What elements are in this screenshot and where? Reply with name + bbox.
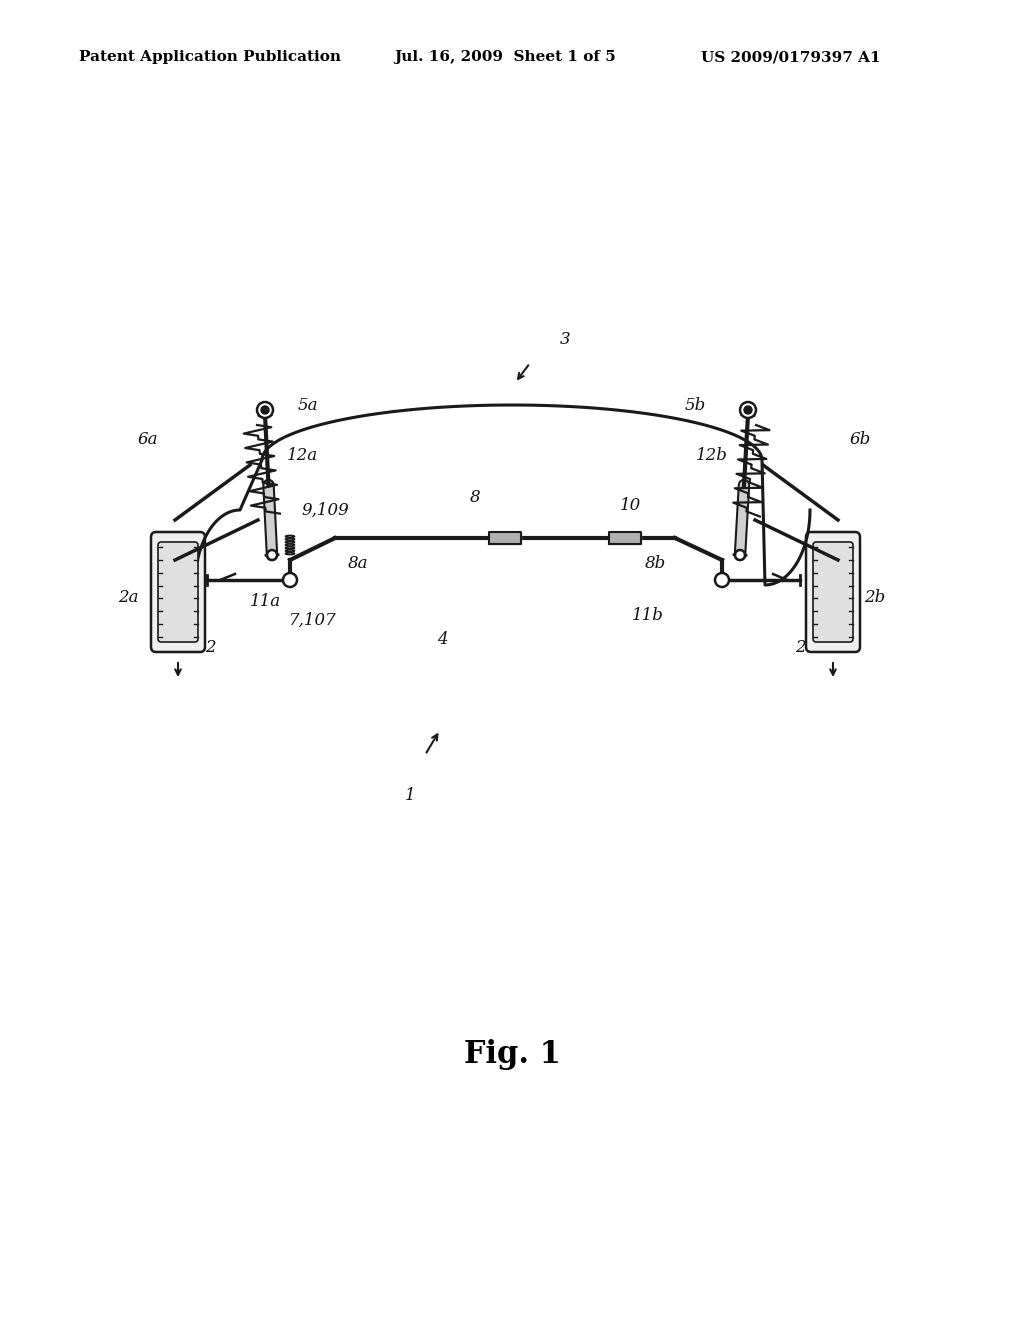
Text: 10: 10 [620, 498, 641, 515]
Ellipse shape [286, 546, 295, 549]
Circle shape [744, 407, 752, 414]
Circle shape [261, 407, 269, 414]
Text: 2: 2 [795, 639, 805, 656]
Text: 1: 1 [404, 787, 416, 804]
Text: 3: 3 [560, 331, 570, 348]
Text: 6a: 6a [138, 432, 159, 449]
Circle shape [283, 573, 297, 587]
Circle shape [740, 403, 756, 418]
Text: 2b: 2b [864, 590, 886, 606]
FancyBboxPatch shape [151, 532, 205, 652]
Text: 11a: 11a [250, 594, 281, 610]
Text: 6b: 6b [849, 432, 870, 449]
Ellipse shape [286, 553, 295, 554]
Ellipse shape [286, 549, 295, 552]
Text: 2: 2 [205, 639, 215, 656]
FancyBboxPatch shape [158, 543, 198, 642]
Text: US 2009/0179397 A1: US 2009/0179397 A1 [701, 50, 881, 65]
Text: 12a: 12a [287, 446, 317, 463]
Polygon shape [609, 532, 641, 544]
Ellipse shape [286, 536, 295, 537]
Circle shape [715, 573, 729, 587]
FancyBboxPatch shape [813, 543, 853, 642]
Text: Patent Application Publication: Patent Application Publication [79, 50, 341, 65]
Text: Fig. 1: Fig. 1 [464, 1040, 560, 1071]
Text: 8: 8 [470, 490, 480, 507]
Text: 5a: 5a [298, 396, 318, 413]
Circle shape [257, 403, 273, 418]
Text: 8b: 8b [644, 554, 666, 572]
Text: 2a: 2a [118, 590, 138, 606]
Text: 8a: 8a [348, 554, 369, 572]
Text: 11b: 11b [632, 606, 664, 623]
Polygon shape [489, 532, 521, 544]
Text: 5b: 5b [684, 396, 706, 413]
FancyBboxPatch shape [806, 532, 860, 652]
Circle shape [267, 550, 278, 560]
Ellipse shape [286, 539, 295, 540]
Text: 4: 4 [436, 631, 447, 648]
Ellipse shape [286, 544, 295, 546]
Text: 7,107: 7,107 [289, 611, 337, 628]
Ellipse shape [286, 541, 295, 543]
Text: Jul. 16, 2009  Sheet 1 of 5: Jul. 16, 2009 Sheet 1 of 5 [394, 50, 616, 65]
Text: 12b: 12b [696, 446, 728, 463]
Text: 9,109: 9,109 [301, 502, 349, 519]
Circle shape [735, 550, 745, 560]
